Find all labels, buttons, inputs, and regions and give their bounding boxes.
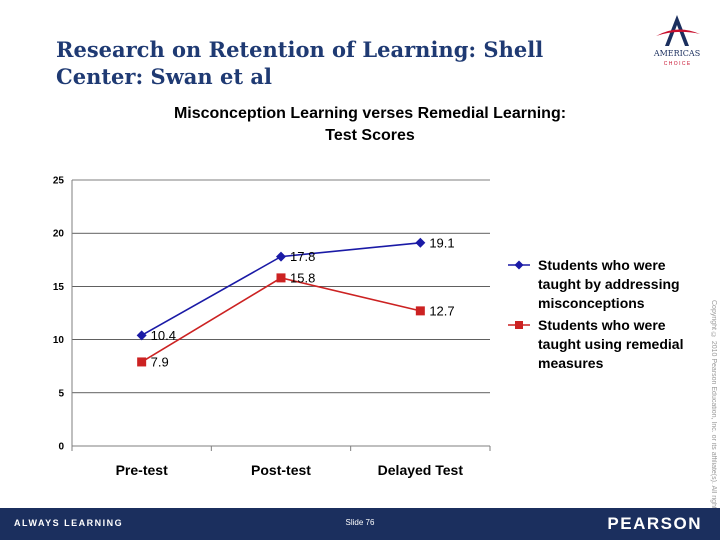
data-label: 15.8: [290, 270, 315, 285]
copyright-text: Copyright © 2010 Pearson Education, Inc.…: [710, 300, 717, 510]
logo-swoosh: [656, 29, 700, 36]
chart-title-line2: Test Scores: [325, 127, 415, 144]
data-label: 7.9: [151, 354, 169, 369]
y-tick-label: 15: [53, 282, 65, 293]
logo-a-mark: [665, 15, 689, 46]
footer-tagline: ALWAYS LEARNING: [14, 518, 124, 528]
footer-bar: ALWAYS LEARNING Slide 76 PEARSON: [0, 508, 720, 540]
data-point-marker: [276, 273, 286, 283]
y-tick-label: 0: [58, 442, 64, 453]
legend-label: Students who were: [538, 317, 666, 333]
slide-title-line2: Center: Swan et al: [56, 64, 272, 89]
chart-title-line1: Misconception Learning verses Remedial L…: [173, 105, 567, 122]
y-tick-label: 20: [53, 229, 65, 240]
y-tick-label: 25: [53, 176, 65, 187]
data-point-marker: [137, 357, 147, 367]
data-point-marker: [136, 330, 147, 341]
data-point-marker: [276, 251, 286, 262]
logo-text-sub: C H O I C E: [664, 61, 691, 67]
data-point-marker: [415, 306, 425, 316]
legend-label: measures: [538, 355, 604, 371]
x-category-label: Delayed Test: [378, 462, 464, 478]
slide-title-line1: Research on Retention of Learning: Shell: [56, 37, 544, 62]
series-line-1: [141, 277, 421, 363]
legend-label: Students who were: [538, 257, 666, 273]
data-point-marker: [415, 237, 426, 248]
americas-choice-logo: AMERICAS C H O I C E: [653, 15, 700, 67]
x-category-label: Post-test: [251, 462, 311, 478]
y-tick-label: 5: [58, 388, 64, 399]
chart-title: Misconception Learning verses Remedial L…: [120, 103, 620, 147]
line-chart: 0 5 10 15 20 25 Pre-test Post-test Delayed Test 1…: [53, 176, 684, 479]
pearson-logo: PEARSON: [607, 514, 702, 533]
y-tick-label: 10: [53, 335, 65, 346]
logo-text-main: AMERICAS: [653, 49, 700, 58]
slide-title: Research on Retention of Learning: Shell…: [56, 36, 636, 90]
x-category-label: Pre-test: [116, 462, 168, 478]
data-label: 10.4: [151, 328, 176, 343]
legend-marker-1: [515, 321, 523, 329]
legend-marker-0: [514, 260, 524, 270]
legend-label: taught by addressing: [538, 276, 680, 292]
data-label: 12.7: [429, 303, 454, 318]
data-label: 19.1: [429, 235, 454, 250]
data-label: 17.8: [290, 249, 315, 264]
legend-label: misconceptions: [538, 295, 645, 311]
slide-number: Slide 76: [345, 518, 375, 527]
legend-label: taught using remedial: [538, 336, 683, 352]
